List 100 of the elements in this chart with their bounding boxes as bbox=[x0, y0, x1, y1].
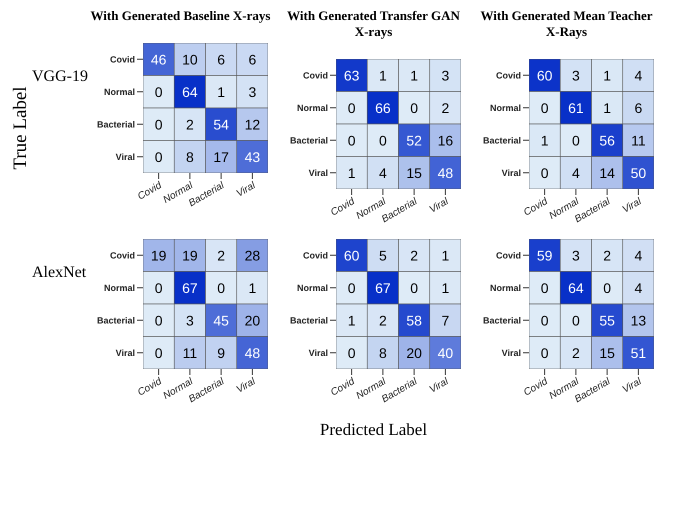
data-label: 0 bbox=[540, 312, 549, 328]
y-tick-label: Covid bbox=[496, 250, 521, 260]
data-label: 2 bbox=[410, 247, 418, 264]
y-axis-title: VGG-19 bbox=[32, 68, 88, 86]
chart-title: With Generated Mean Teacher X-Rays bbox=[480, 8, 654, 40]
data-label: 3 bbox=[186, 312, 194, 328]
data-label: 20 bbox=[244, 312, 260, 328]
x-tick-label: Viral bbox=[234, 376, 258, 396]
data-label: 52 bbox=[406, 132, 422, 148]
chart-title: With Generated Transfer GAN X-rays bbox=[286, 8, 461, 40]
data-label: 40 bbox=[438, 344, 454, 361]
data-label: 15 bbox=[599, 344, 616, 361]
y-tick-label: Viral bbox=[308, 168, 328, 178]
data-label: 0 bbox=[154, 344, 163, 361]
data-label: 0 bbox=[348, 132, 356, 148]
data-label: 59 bbox=[536, 247, 553, 264]
y-tick-label: Viral bbox=[116, 348, 135, 358]
data-label: 12 bbox=[244, 116, 260, 132]
data-label: 0 bbox=[154, 148, 163, 165]
data-label: 1 bbox=[217, 84, 226, 100]
y-tick-label: Normal bbox=[104, 282, 135, 293]
data-label: 2 bbox=[378, 312, 387, 328]
y-tick-label: Covid bbox=[496, 70, 521, 80]
data-label: 2 bbox=[186, 116, 194, 132]
x-tick-label: Viral bbox=[428, 376, 452, 396]
data-label: 13 bbox=[630, 312, 646, 328]
data-label: 4 bbox=[378, 164, 387, 181]
data-label: 0 bbox=[410, 100, 418, 116]
data-label: 17 bbox=[213, 148, 230, 165]
data-label: 64 bbox=[182, 84, 198, 100]
data-label: 1 bbox=[603, 67, 612, 84]
data-label: 3 bbox=[441, 67, 450, 84]
data-label: 0 bbox=[572, 132, 580, 148]
y-tick-label: Bacterial bbox=[482, 135, 521, 146]
data-label: 7 bbox=[441, 312, 450, 328]
data-label: 43 bbox=[244, 148, 260, 165]
data-label: 1 bbox=[540, 132, 549, 148]
y-tick-label: Normal bbox=[490, 282, 521, 293]
data-label: 16 bbox=[438, 132, 454, 148]
y-tick-label: Covid bbox=[302, 70, 328, 80]
data-label: 20 bbox=[406, 344, 422, 361]
y-axis-title: AlexNet bbox=[32, 264, 86, 282]
data-label: 0 bbox=[348, 280, 356, 296]
y-tick-label: Bacterial bbox=[96, 119, 135, 130]
data-label: 4 bbox=[572, 164, 580, 181]
data-label: 4 bbox=[634, 67, 642, 84]
data-label: 0 bbox=[540, 344, 549, 361]
data-label: 63 bbox=[344, 67, 360, 84]
x-tick-label: Viral bbox=[620, 196, 644, 216]
data-label: 1 bbox=[348, 164, 356, 181]
data-label: 11 bbox=[182, 344, 198, 361]
data-label: 28 bbox=[244, 247, 260, 264]
data-label: 9 bbox=[217, 344, 226, 361]
data-label: 51 bbox=[630, 344, 646, 361]
data-label: 6 bbox=[634, 100, 642, 116]
data-label: 0 bbox=[572, 312, 580, 328]
y-tick-label: Normal bbox=[104, 86, 135, 97]
y-tick-label: Viral bbox=[116, 152, 135, 162]
data-label: 8 bbox=[186, 148, 194, 165]
data-label: 0 bbox=[540, 280, 549, 296]
data-label: 0 bbox=[154, 116, 163, 132]
y-tick-label: Bacterial bbox=[290, 315, 328, 326]
data-label: 56 bbox=[599, 132, 616, 148]
data-label: 19 bbox=[150, 247, 167, 264]
data-label: 1 bbox=[603, 100, 612, 116]
data-label: 46 bbox=[150, 51, 167, 68]
data-label: 60 bbox=[344, 247, 360, 264]
chart-title: With Generated Baseline X-rays bbox=[90, 8, 272, 24]
data-label: 8 bbox=[378, 344, 387, 361]
x-tick-label: Viral bbox=[428, 196, 452, 216]
data-label: 48 bbox=[438, 164, 454, 181]
data-label: 6 bbox=[217, 51, 226, 68]
y-tick-label: Viral bbox=[308, 348, 328, 358]
data-label: 0 bbox=[540, 100, 549, 116]
data-label: 3 bbox=[572, 67, 580, 84]
data-label: 1 bbox=[378, 67, 387, 84]
y-tick-label: Normal bbox=[490, 102, 521, 113]
data-label: 58 bbox=[406, 312, 422, 328]
y-tick-label: Viral bbox=[502, 348, 521, 358]
data-label: 0 bbox=[348, 344, 356, 361]
data-label: 10 bbox=[182, 51, 198, 68]
data-label: 1 bbox=[348, 312, 356, 328]
data-label: 0 bbox=[603, 280, 612, 296]
data-label: 2 bbox=[572, 344, 580, 361]
x-tick-label: Viral bbox=[234, 180, 258, 200]
data-label: 15 bbox=[406, 164, 422, 181]
data-label: 64 bbox=[568, 280, 584, 296]
data-label: 3 bbox=[572, 247, 580, 264]
y-tick-label: Covid bbox=[302, 250, 328, 260]
data-label: 67 bbox=[182, 280, 198, 296]
data-label: 45 bbox=[213, 312, 230, 328]
data-label: 66 bbox=[375, 100, 391, 116]
data-label: 2 bbox=[441, 100, 450, 116]
y-tick-label: Covid bbox=[110, 250, 135, 260]
data-label: 14 bbox=[599, 164, 616, 181]
data-label: 1 bbox=[441, 280, 450, 296]
y-tick-label: Normal bbox=[296, 282, 328, 293]
data-label: 60 bbox=[536, 67, 553, 84]
data-label: 6 bbox=[248, 51, 256, 68]
y-tick-label: Viral bbox=[502, 168, 521, 178]
